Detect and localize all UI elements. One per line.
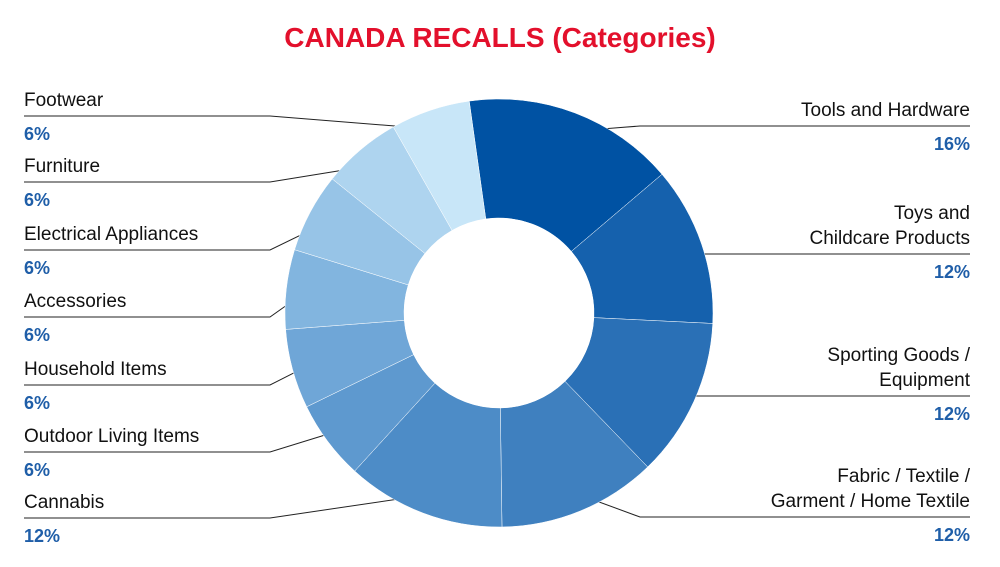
category-label: Household Items: [24, 359, 167, 380]
category-label: Sporting Goods / Equipment: [827, 345, 970, 391]
value-label: 12%: [933, 262, 970, 282]
chart-title: CANADA RECALLS (Categories): [284, 22, 716, 53]
value-label: 6%: [24, 124, 51, 144]
value-label: 6%: [24, 325, 51, 345]
value-label: 12%: [24, 526, 61, 546]
category-label: Tools and Hardware: [801, 100, 970, 121]
value-label: 12%: [933, 525, 970, 545]
leader-line: [24, 115, 437, 130]
leader-line: [567, 125, 970, 133]
value-label: 6%: [24, 393, 51, 413]
leader-line: [24, 493, 431, 519]
donut-hole: [404, 218, 594, 408]
category-label: Electrical Appliances: [24, 224, 199, 245]
category-label: Outdoor Living Items: [24, 426, 200, 447]
value-label: 6%: [24, 460, 51, 480]
category-label: Footwear: [24, 90, 104, 111]
value-label: 6%: [24, 190, 51, 210]
leader-line: [24, 428, 344, 453]
value-label: 12%: [933, 404, 970, 424]
category-label: Accessories: [24, 291, 127, 312]
value-label: 6%: [24, 258, 51, 278]
leader-line: [682, 250, 970, 255]
category-label: Furniture: [24, 156, 101, 177]
leader-line: [675, 393, 970, 397]
category-label: Cannabis: [24, 492, 105, 513]
category-label: Toys and Childcare Products: [809, 203, 970, 249]
value-label: 16%: [933, 134, 970, 154]
category-label: Fabric / Textile / Garment / Home Textil…: [770, 466, 970, 512]
